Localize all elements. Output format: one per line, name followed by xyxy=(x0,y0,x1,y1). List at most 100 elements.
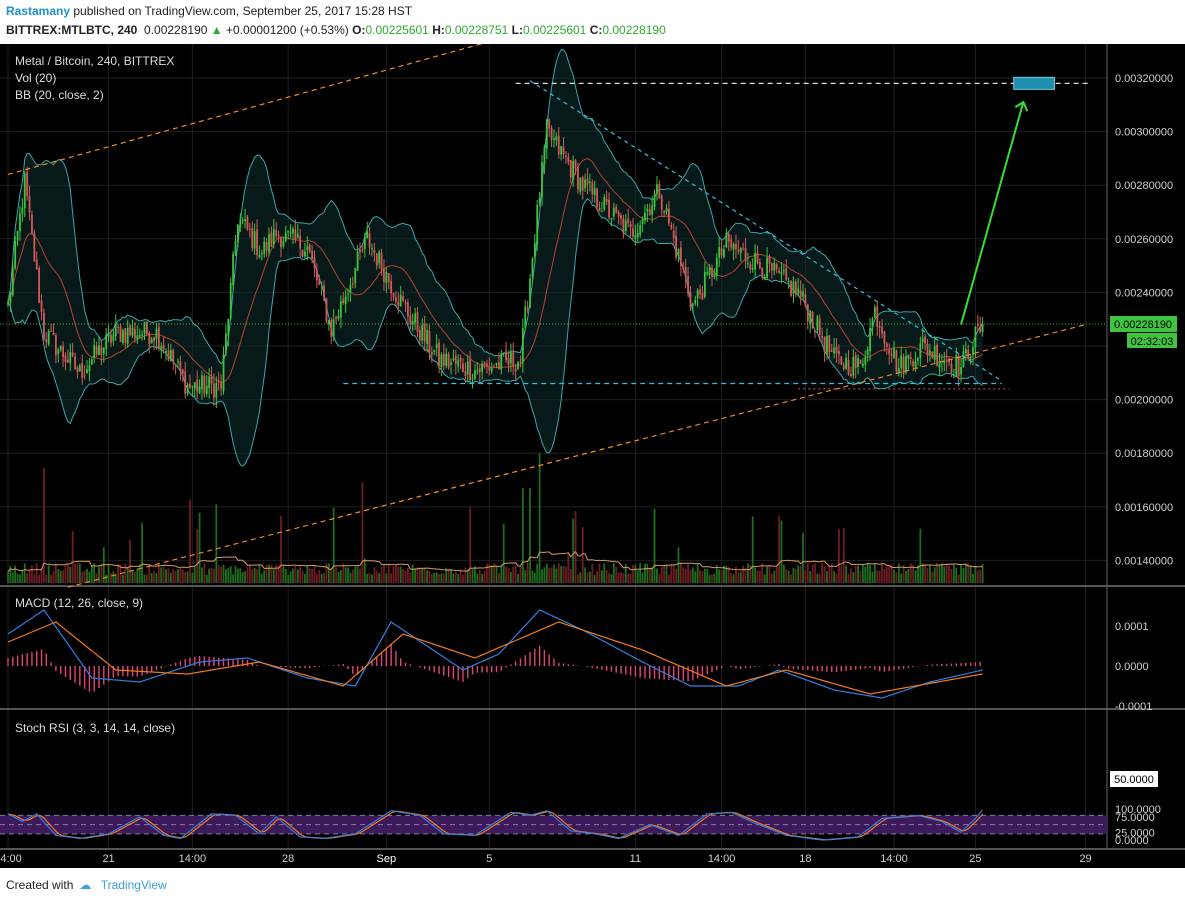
volume-bar xyxy=(644,563,646,583)
candle xyxy=(773,257,776,276)
volume-bar xyxy=(385,573,388,583)
created-with-text: Created with xyxy=(6,878,74,892)
candle xyxy=(818,314,821,341)
volume-bar xyxy=(294,566,297,583)
candle xyxy=(373,242,376,262)
candle xyxy=(162,336,165,354)
volume-bar xyxy=(442,573,445,583)
volume-bar xyxy=(509,571,512,583)
candle xyxy=(929,343,931,362)
candle xyxy=(193,381,196,398)
volume-bar xyxy=(167,568,170,583)
volume-bar xyxy=(124,563,127,583)
candle xyxy=(586,168,589,195)
candle xyxy=(136,325,139,345)
stoch-pane xyxy=(7,809,984,841)
volume-bar xyxy=(450,568,452,583)
volume-bar xyxy=(454,571,457,583)
drawings xyxy=(0,44,1107,588)
author-link[interactable]: Rastamany xyxy=(6,4,71,18)
volume-bar xyxy=(565,566,567,583)
candle xyxy=(814,329,816,339)
candle xyxy=(648,203,651,216)
volume-bar xyxy=(902,564,905,583)
volume-bar xyxy=(912,565,915,583)
volume-bar xyxy=(656,568,658,583)
candle xyxy=(438,338,440,374)
candle xyxy=(318,274,321,286)
volume-bar xyxy=(256,569,258,583)
volume-bar xyxy=(715,565,718,583)
tradingview-brand-link[interactable]: TradingView xyxy=(100,878,167,892)
volume-bar xyxy=(742,565,745,583)
volume-bar xyxy=(747,563,749,583)
volume-bar xyxy=(950,568,953,583)
candle xyxy=(548,118,551,138)
volume-bar xyxy=(878,570,881,583)
volume-bar xyxy=(562,565,565,583)
volume-bar xyxy=(866,563,869,583)
volume-bar xyxy=(66,563,69,583)
volume-bar xyxy=(160,567,163,583)
candle xyxy=(126,319,129,348)
volume-bar xyxy=(145,574,148,583)
candle xyxy=(220,374,223,397)
candle xyxy=(957,352,960,387)
candle xyxy=(177,358,179,369)
volume-bar xyxy=(976,570,979,583)
volume-bar xyxy=(9,565,12,583)
candle xyxy=(23,170,26,218)
tradingview-logo-icon[interactable]: ☁ xyxy=(79,878,92,892)
volume-bar xyxy=(529,488,531,583)
stoch-k-line xyxy=(7,809,984,841)
candle xyxy=(102,347,105,363)
candle xyxy=(157,322,160,352)
volume-bar xyxy=(940,563,943,583)
candle xyxy=(380,248,383,276)
candle xyxy=(397,292,400,314)
high-label: H: xyxy=(432,23,445,37)
candle xyxy=(316,263,318,289)
candle xyxy=(155,322,158,350)
candle xyxy=(612,202,615,220)
volume-bar xyxy=(14,565,17,583)
volume-bar xyxy=(222,564,225,583)
volume-bar xyxy=(581,527,584,583)
volume-bar xyxy=(440,573,443,583)
volume-bar xyxy=(43,468,45,583)
volume-bar xyxy=(505,566,507,583)
candle xyxy=(203,373,206,398)
volume-bar xyxy=(861,564,864,583)
candle xyxy=(926,339,929,363)
time-tick-label: 5 xyxy=(486,853,492,865)
volume-bar xyxy=(215,504,218,583)
candle xyxy=(114,314,117,341)
volume-bar xyxy=(486,563,488,583)
candle xyxy=(433,349,436,356)
candle xyxy=(675,226,677,261)
volume-bar xyxy=(929,564,931,583)
candle xyxy=(517,361,519,371)
volume-bar xyxy=(514,565,517,583)
volume-bar xyxy=(464,567,467,583)
volume-bar xyxy=(258,565,261,583)
candle xyxy=(600,201,603,213)
candle xyxy=(663,210,666,218)
chart-canvas[interactable]: 0.00320000 0.00300000 0.00280000 0.00260000… xyxy=(0,44,1185,868)
volume-bar xyxy=(538,453,541,583)
volume-bar xyxy=(327,563,330,583)
volume-bar xyxy=(703,568,706,583)
candle xyxy=(902,353,905,379)
volume-bar xyxy=(361,483,364,583)
volume-bar xyxy=(826,571,828,583)
volume-bar xyxy=(421,567,424,583)
candle xyxy=(327,319,330,331)
candle xyxy=(505,341,507,363)
candle xyxy=(52,323,55,336)
candle xyxy=(912,358,915,372)
stoch-tick-label: 0.0000 xyxy=(1115,835,1149,847)
candle xyxy=(751,258,754,273)
volume-bar xyxy=(768,565,771,583)
candle xyxy=(375,252,378,270)
volume-bar xyxy=(155,573,158,583)
